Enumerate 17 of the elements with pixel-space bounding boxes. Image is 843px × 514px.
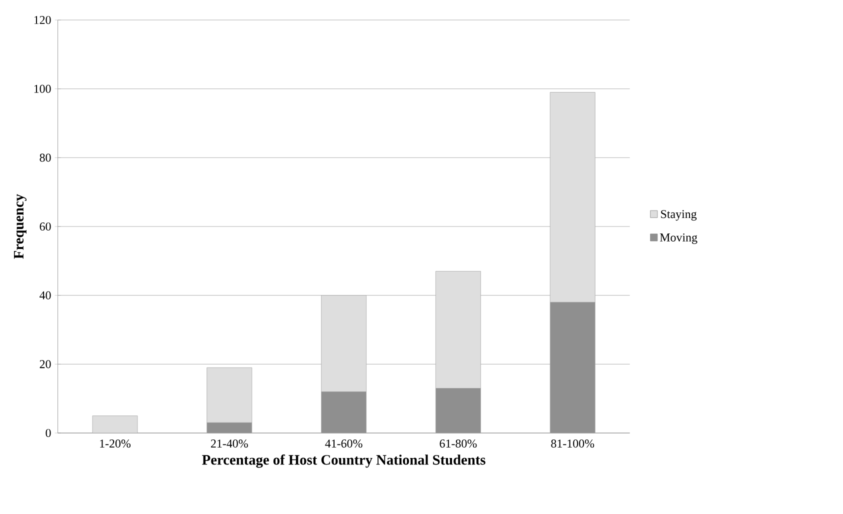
y-tick-label: 20 [40,360,51,368]
x-tick-label: 81-100% [551,440,594,448]
y-tick-label: 40 [40,291,51,300]
x-tick-label: 61-80% [440,440,477,448]
legend-label: Staying [661,210,697,221]
y-tick-label: 120 [34,16,51,24]
legend-label: Moving [660,233,698,244]
y-axis-title: Frequency [14,194,27,259]
y-tick-label: 60 [40,222,51,231]
bar [92,416,138,434]
x-axis-title: Percentage of Host Country National Students [202,454,486,468]
y-tick-label: 100 [34,84,51,93]
x-tick-label: 41-60% [325,440,362,448]
x-tick-label: 1-20% [100,440,131,448]
y-tick-label: 80 [40,154,51,162]
y-tick-label: 0 [46,428,51,438]
x-tick-label: 21-40% [211,440,248,448]
